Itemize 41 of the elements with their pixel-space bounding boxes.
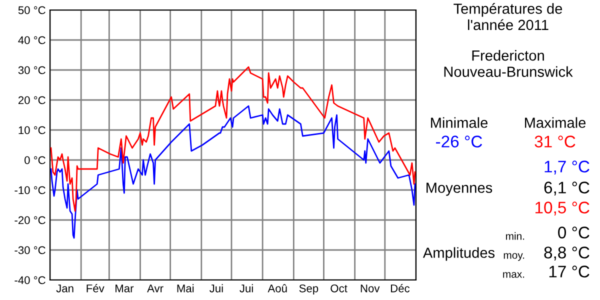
x-tick-label: Déc: [390, 284, 410, 292]
y-tick-label: -30 °C: [14, 246, 46, 254]
y-tick-label: 0 °C: [24, 156, 46, 164]
text: 17 °C: [549, 266, 590, 278]
text: Fredericton Nouveau-Brunswick: [444, 50, 573, 77]
y-tick-label: 10 °C: [18, 126, 46, 134]
x-tick-label: Avr: [147, 284, 164, 292]
line-series: [50, 66, 416, 212]
x-tick-label: Jui: [210, 284, 223, 292]
x-tick-label: Sep: [299, 284, 318, 295]
text: Amplitudes: [422, 247, 495, 261]
text: max.: [503, 272, 524, 278]
text: Maximale: [525, 117, 586, 128]
y-tick-label: -10 °C: [14, 186, 46, 194]
text: min.: [506, 232, 524, 240]
y-tick-label: 20 °C: [18, 96, 46, 104]
text: Moyennes: [426, 182, 492, 196]
x-tick-label: Mar: [116, 284, 134, 292]
text: 6,1 °C: [544, 182, 590, 196]
text: 0 °C: [558, 226, 590, 238]
text: Minimale: [431, 117, 488, 128]
x-tick-label: Aoû: [268, 284, 287, 292]
x-tick-label: Jui: [240, 284, 253, 292]
text: 1,7 °C: [544, 160, 590, 174]
text: -26 °C: [436, 136, 482, 148]
x-tick-label: Mai: [177, 284, 194, 292]
text: 31 °C: [534, 136, 576, 148]
x-tick-label: Oct: [330, 284, 348, 292]
text: 8,8 °C: [544, 246, 590, 260]
y-tick-label: 30 °C: [18, 66, 46, 74]
text: 10,5 °C: [536, 202, 590, 216]
x-tick-label: Fév: [86, 284, 104, 292]
line-series: [50, 105, 416, 239]
x-tick-label: Nov: [360, 284, 380, 292]
text: moy.: [504, 253, 524, 261]
y-tick-label: -20 °C: [14, 216, 46, 224]
y-tick-label: 40 °C: [18, 36, 46, 44]
text: Températures de l'année 2011: [454, 3, 562, 30]
y-tick-label: -40 °C: [14, 276, 46, 284]
x-tick-label: Jan: [56, 284, 74, 292]
y-tick-label: 50 °C: [18, 6, 46, 14]
